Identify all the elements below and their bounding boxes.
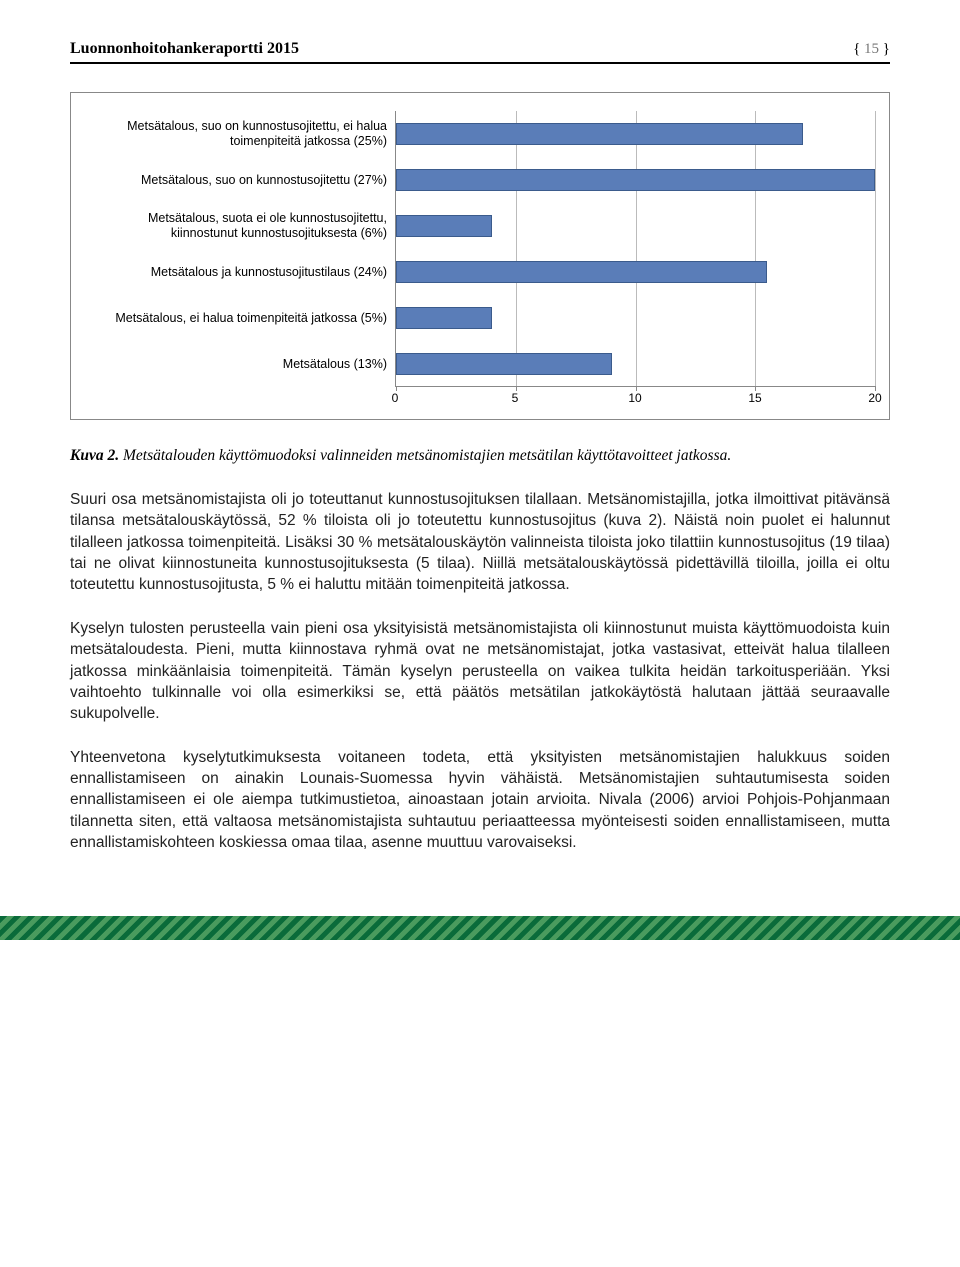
chart-gridline: [755, 111, 756, 386]
chart-plot: 05101520: [395, 111, 875, 409]
chart-x-axis-labels: 05101520: [395, 391, 875, 409]
body-paragraph-1: Suuri osa metsänomistajista oli jo toteu…: [70, 489, 890, 596]
chart-inner: Metsätalous, suo on kunnostusojitettu, e…: [85, 111, 875, 409]
footer-stripe: [0, 916, 960, 940]
chart-bar: [396, 169, 875, 191]
chart-x-tick-label: 15: [748, 391, 761, 405]
figure-caption: Kuva 2. Metsätalouden käyttömuodoksi val…: [70, 446, 890, 467]
chart-gridline: [875, 111, 876, 386]
chart-gridline: [636, 111, 637, 386]
chart-bar: [396, 353, 612, 375]
chart-category-label: Metsätalous, suo on kunnostusojitettu (2…: [85, 157, 387, 203]
chart-category-label: Metsätalous ja kunnostusojitustilaus (24…: [85, 249, 387, 295]
chart-category-label: Metsätalous, suo on kunnostusojitettu, e…: [85, 111, 387, 157]
body-paragraph-2: Kyselyn tulosten perusteella vain pieni …: [70, 618, 890, 725]
chart-category-label: Metsätalous, ei halua toimenpiteitä jatk…: [85, 295, 387, 341]
caption-text: Metsätalouden käyttömuodoksi valinneiden…: [119, 447, 731, 464]
chart-bar: [396, 215, 492, 237]
chart-category-label: Metsätalous, suota ei ole kunnostusojite…: [85, 203, 387, 249]
page: Luonnonhoitohankeraportti 2015 { 15 } Me…: [0, 0, 960, 906]
body-paragraph-3: Yhteenvetona kyselytutkimuksesta voitane…: [70, 747, 890, 854]
chart-x-tick-label: 0: [392, 391, 399, 405]
chart-x-tick-label: 5: [512, 391, 519, 405]
chart-plot-area: [395, 111, 875, 387]
document-title: Luonnonhoitohankeraportti 2015: [70, 40, 299, 58]
page-header: Luonnonhoitohankeraportti 2015 { 15 }: [70, 40, 890, 64]
chart-gridline: [516, 111, 517, 386]
chart-bar: [396, 307, 492, 329]
chart-bar: [396, 261, 767, 283]
chart-container: Metsätalous, suo on kunnostusojitettu, e…: [70, 92, 890, 420]
caption-lead: Kuva 2.: [70, 447, 119, 464]
chart-category-label: Metsätalous (13%): [85, 341, 387, 387]
chart-x-tick-label: 10: [628, 391, 641, 405]
chart-category-labels: Metsätalous, suo on kunnostusojitettu, e…: [85, 111, 395, 387]
page-number: { 15 }: [853, 41, 890, 58]
chart-x-tick-label: 20: [868, 391, 881, 405]
chart-bar: [396, 123, 803, 145]
